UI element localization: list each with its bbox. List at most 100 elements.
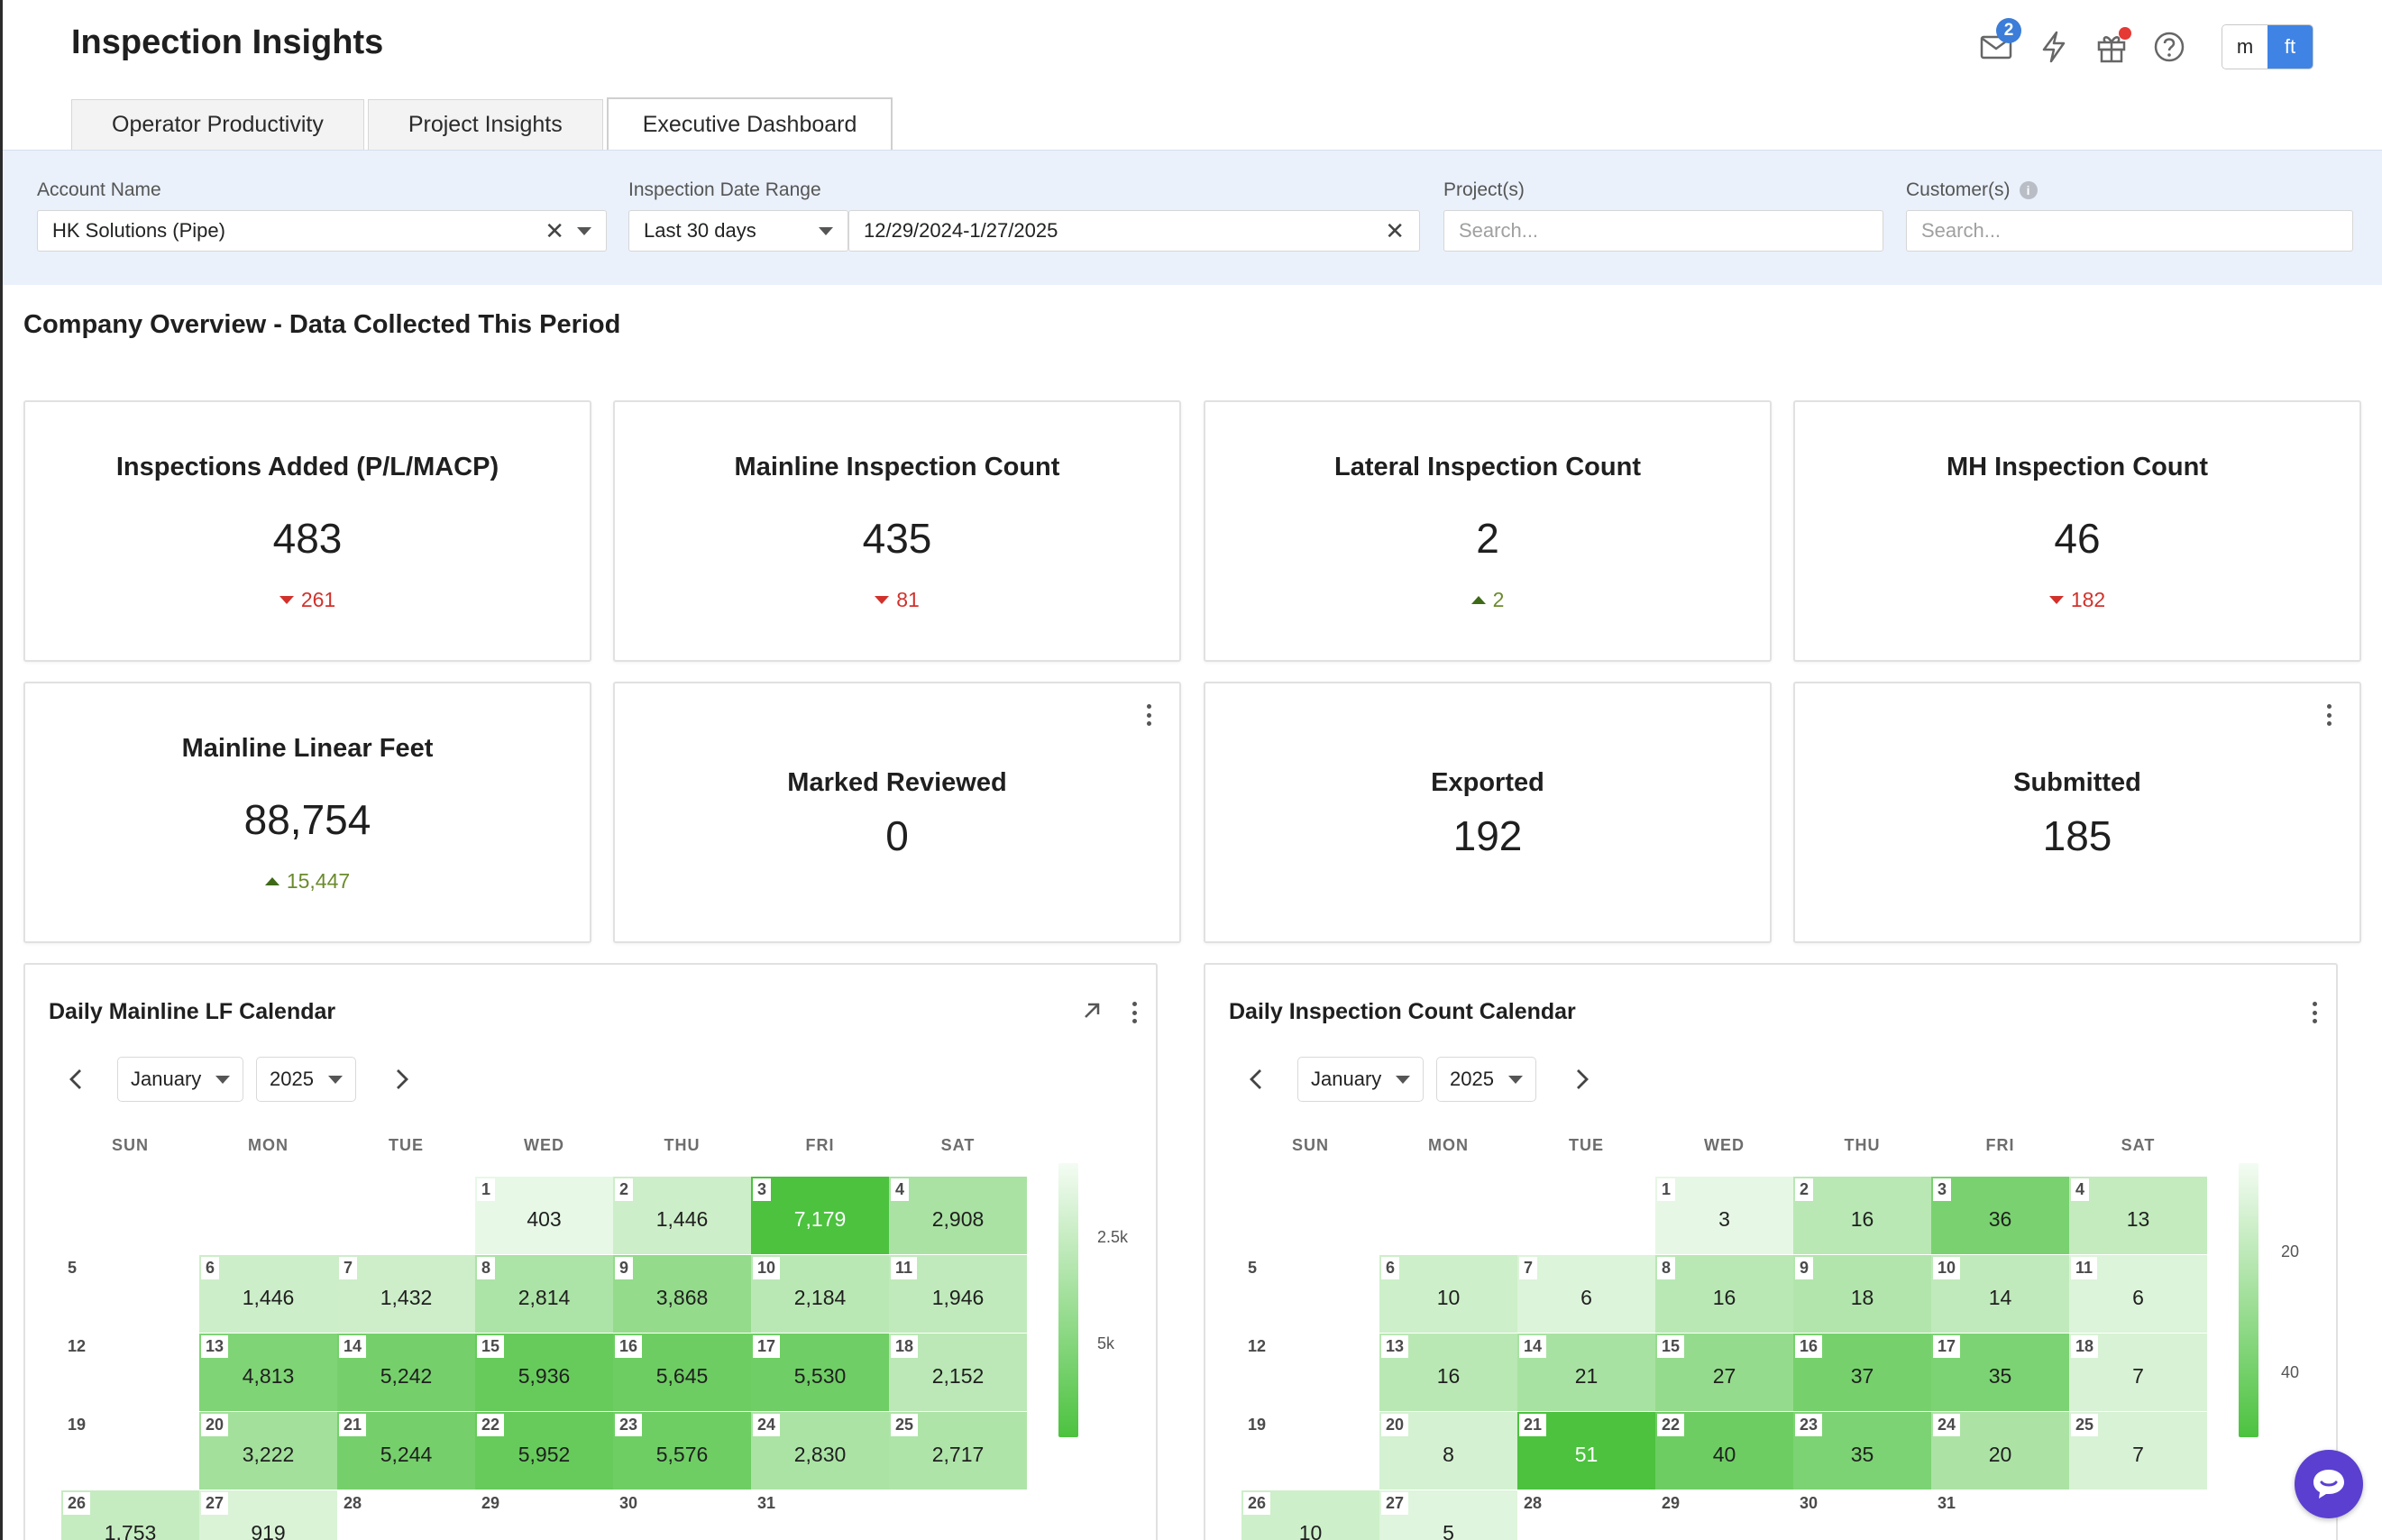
calendar-day-cell[interactable]: 5: [61, 1254, 199, 1333]
calendar-day-cell[interactable]: 1 403: [475, 1176, 613, 1254]
expand-icon[interactable]: [1078, 997, 1105, 1024]
calendar-day-cell[interactable]: 17 5,530: [751, 1333, 889, 1411]
calendar-day-cell[interactable]: 25 2,717: [889, 1411, 1027, 1490]
calendar-day-cell[interactable]: 25 7: [2069, 1411, 2207, 1490]
calendar-day-cell[interactable]: 8 16: [1655, 1254, 1793, 1333]
activity-button[interactable]: [2025, 22, 2083, 72]
calendar-day-cell[interactable]: 23 35: [1793, 1411, 1931, 1490]
calendar-day-cell[interactable]: 11 6: [2069, 1254, 2207, 1333]
date-range-input[interactable]: 12/29/2024-1/27/2025 ✕: [848, 210, 1420, 252]
calendar-day-cell[interactable]: 24 20: [1931, 1411, 2069, 1490]
calendar-day-cell[interactable]: 6 1,446: [199, 1254, 337, 1333]
tab-project-insights[interactable]: Project Insights: [367, 99, 603, 150]
unit-feet-option[interactable]: ft: [2267, 25, 2313, 69]
calendar-day-cell[interactable]: 29: [475, 1490, 613, 1540]
chevron-right-icon[interactable]: [1568, 1066, 1595, 1093]
calendar-day-cell[interactable]: 10 14: [1931, 1254, 2069, 1333]
calendar-day-cell[interactable]: 5: [1241, 1254, 1379, 1333]
chevron-right-icon[interactable]: [388, 1066, 415, 1093]
chevron-left-icon[interactable]: [63, 1066, 90, 1093]
calendar-day-cell[interactable]: 9 18: [1793, 1254, 1931, 1333]
calendar-day-cell[interactable]: 31: [751, 1490, 889, 1540]
calendar-day-cell[interactable]: 8 2,814: [475, 1254, 613, 1333]
calendar-day-cell[interactable]: 2 16: [1793, 1176, 1931, 1254]
card-menu-icon[interactable]: [2320, 701, 2338, 729]
calendar-day-cell[interactable]: 17 35: [1931, 1333, 2069, 1411]
mail-button[interactable]: 2: [1967, 18, 2025, 72]
calendar-day-cell[interactable]: 14 21: [1517, 1333, 1655, 1411]
calendar-day-cell[interactable]: 6 10: [1379, 1254, 1517, 1333]
calendar-day-cell[interactable]: 20 8: [1379, 1411, 1517, 1490]
calendar-day-cell[interactable]: 22 5,952: [475, 1411, 613, 1490]
chevron-left-icon[interactable]: [1243, 1066, 1270, 1093]
calendar-day-cell[interactable]: 9 3,868: [613, 1254, 751, 1333]
calendar-day-cell[interactable]: 10 2,184: [751, 1254, 889, 1333]
customers-search-input[interactable]: Search...: [1906, 210, 2353, 252]
account-name-select[interactable]: HK Solutions (Pipe) ✕: [37, 210, 607, 252]
calendar-day-cell[interactable]: 15 5,936: [475, 1333, 613, 1411]
tab-operator-productivity[interactable]: Operator Productivity: [71, 99, 364, 150]
calendar-day-cell[interactable]: 16 37: [1793, 1333, 1931, 1411]
calendar-day-cell[interactable]: 30: [613, 1490, 751, 1540]
calendar-day-cell[interactable]: 18 7: [2069, 1333, 2207, 1411]
calendar-day-cell[interactable]: 3 36: [1931, 1176, 2069, 1254]
calendar-day-cell[interactable]: 21 51: [1517, 1411, 1655, 1490]
calendar-day-cell[interactable]: 16 5,645: [613, 1333, 751, 1411]
calendar-day-cell[interactable]: 12: [1241, 1333, 1379, 1411]
calendar-day-cell[interactable]: 30: [1793, 1490, 1931, 1540]
info-icon[interactable]: i: [2019, 181, 2038, 199]
calendar-day-cell[interactable]: 19: [1241, 1411, 1379, 1490]
calendar-day-cell[interactable]: 13 16: [1379, 1333, 1517, 1411]
whats-new-button[interactable]: [2083, 22, 2140, 72]
year-select[interactable]: 2025: [1436, 1057, 1536, 1102]
kpi-value: 483: [272, 515, 343, 562]
clear-icon[interactable]: ✕: [1385, 216, 1405, 244]
card-menu-icon[interactable]: [2305, 999, 2323, 1026]
calendar-day-cell[interactable]: 20 3,222: [199, 1411, 337, 1490]
calendar-day-cell[interactable]: 4 13: [2069, 1176, 2207, 1254]
calendar-day-cell[interactable]: 28: [1517, 1490, 1655, 1540]
calendar-day-cell[interactable]: 11 1,946: [889, 1254, 1027, 1333]
calendar-day-cell[interactable]: 13 4,813: [199, 1333, 337, 1411]
day-value: 1,446: [242, 1286, 295, 1309]
calendar-day-cell[interactable]: 3 7,179: [751, 1176, 889, 1254]
calendar-day-cell[interactable]: 21 5,244: [337, 1411, 475, 1490]
unit-meters-option[interactable]: m: [2222, 25, 2267, 69]
chevron-down-icon[interactable]: [577, 226, 591, 235]
month-select[interactable]: January: [117, 1057, 244, 1102]
chevron-down-icon[interactable]: [819, 226, 833, 235]
day-number: 4: [2071, 1178, 2090, 1201]
card-menu-icon[interactable]: [1140, 701, 1158, 729]
calendar-day-cell[interactable]: 15 27: [1655, 1333, 1793, 1411]
weekday-header: SAT: [2121, 1136, 2156, 1154]
calendar-day-cell[interactable]: 29: [1655, 1490, 1793, 1540]
month-select[interactable]: January: [1297, 1057, 1425, 1102]
calendar-day-cell[interactable]: 31: [1931, 1490, 2069, 1540]
dashboard-tabs: Operator Productivity Project Insights E…: [71, 97, 896, 150]
calendar-day-cell[interactable]: 28: [337, 1490, 475, 1540]
calendar-day-cell[interactable]: 12: [61, 1333, 199, 1411]
year-select[interactable]: 2025: [256, 1057, 356, 1102]
date-preset-select[interactable]: Last 30 days: [628, 210, 848, 252]
calendar-day-cell[interactable]: 4 2,908: [889, 1176, 1027, 1254]
calendar-day-cell[interactable]: 24 2,830: [751, 1411, 889, 1490]
calendar-day-cell[interactable]: 26 1,753: [61, 1490, 199, 1540]
calendar-day-cell[interactable]: 14 5,242: [337, 1333, 475, 1411]
calendar-day-cell[interactable]: 2 1,446: [613, 1176, 751, 1254]
clear-icon[interactable]: ✕: [545, 216, 564, 244]
calendar-day-cell[interactable]: 27 5: [1379, 1490, 1517, 1540]
calendar-day-cell[interactable]: 7 1,432: [337, 1254, 475, 1333]
projects-search-input[interactable]: Search...: [1443, 210, 1883, 252]
calendar-day-cell[interactable]: 18 2,152: [889, 1333, 1027, 1411]
calendar-day-cell[interactable]: 23 5,576: [613, 1411, 751, 1490]
card-menu-icon[interactable]: [1125, 999, 1143, 1026]
calendar-day-cell[interactable]: 26 10: [1241, 1490, 1379, 1540]
calendar-day-cell[interactable]: 19: [61, 1411, 199, 1490]
calendar-day-cell[interactable]: 22 40: [1655, 1411, 1793, 1490]
tab-executive-dashboard[interactable]: Executive Dashboard: [606, 97, 893, 150]
help-button[interactable]: [2140, 22, 2198, 72]
chat-support-button[interactable]: [2295, 1450, 2363, 1518]
calendar-day-cell[interactable]: 27 919: [199, 1490, 337, 1540]
